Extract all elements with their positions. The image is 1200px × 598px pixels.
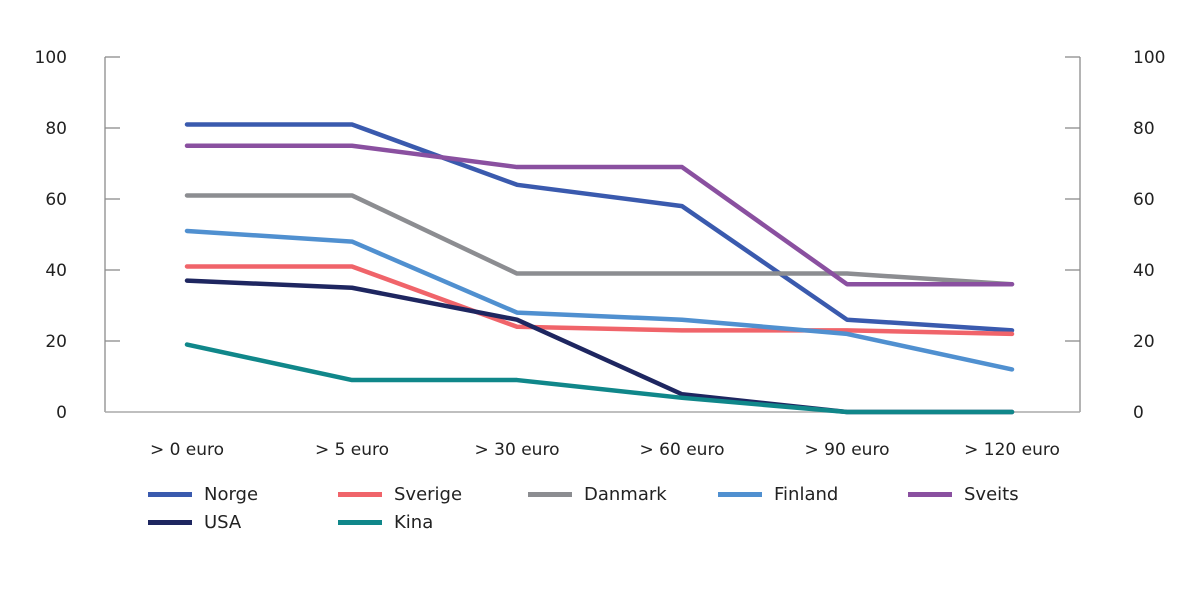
x-tick-label: > 60 euro [640, 440, 725, 460]
y-tick-label-left: 20 [45, 332, 67, 352]
legend-label: Finland [774, 484, 839, 505]
y-tick-label-right: 80 [1133, 119, 1155, 139]
axes [104, 56, 1081, 413]
x-tick-label: > 30 euro [475, 440, 560, 460]
legend-item-sverige: Sverige [338, 484, 462, 505]
y-tick-label-right: 0 [1133, 403, 1144, 423]
legend-label: Sveits [964, 484, 1019, 505]
y-tick-label-left: 40 [45, 261, 67, 281]
y-tick-label-right: 100 [1133, 48, 1165, 68]
legend-item-finland: Finland [718, 484, 838, 505]
x-tick-label: > 120 euro [964, 440, 1060, 460]
legend-swatch [338, 520, 382, 525]
series-line-kina [184, 342, 1015, 415]
series-line-danmark [184, 193, 1015, 287]
y-tick-label-left: 60 [45, 190, 67, 210]
legend-label: USA [204, 512, 242, 533]
legend-item-usa: USA [148, 512, 241, 533]
series-line-finland [184, 228, 1015, 372]
legend-item-danmark: Danmark [528, 484, 667, 505]
series-layer [184, 122, 1015, 415]
legend-swatch [908, 492, 952, 497]
y-tick-label-right: 40 [1133, 261, 1155, 281]
series-line-norge [184, 122, 1015, 333]
legend-label: Kina [394, 512, 434, 533]
y-tick-label-right: 60 [1133, 190, 1155, 210]
legend-item-sveits: Sveits [908, 484, 1019, 505]
legend-swatch [148, 492, 192, 497]
y-tick-label-right: 20 [1133, 332, 1155, 352]
legend-swatch [338, 492, 382, 497]
tick-labels: 0 0 20 20 40 40 60 60 80 80 100 100 > 0 euro > 5 euro… [35, 48, 1166, 460]
legend-swatch [148, 520, 192, 525]
series-line-sverige [184, 264, 1015, 337]
legend-label: Danmark [584, 484, 667, 505]
x-tick-label: > 5 euro [315, 440, 389, 460]
legend-label: Norge [204, 484, 259, 505]
legend-swatch [528, 492, 572, 497]
line-chart: 0 0 20 20 40 40 60 60 80 80 100 100 > 0 euro > 5 euro… [35, 48, 1166, 460]
legend-label: Sverige [394, 484, 463, 505]
x-tick-label: > 90 euro [805, 440, 890, 460]
x-tick-label: > 0 euro [150, 440, 224, 460]
y-tick-label-left: 0 [56, 403, 67, 423]
y-tick-label-left: 100 [35, 48, 67, 68]
legend-item-kina: Kina [338, 512, 433, 533]
legend-swatch [718, 492, 762, 497]
series-line-usa [184, 278, 1015, 415]
legend-item-norge: Norge [148, 484, 258, 505]
series-line-sveits [184, 143, 1015, 287]
y-tick-label-left: 80 [45, 119, 67, 139]
